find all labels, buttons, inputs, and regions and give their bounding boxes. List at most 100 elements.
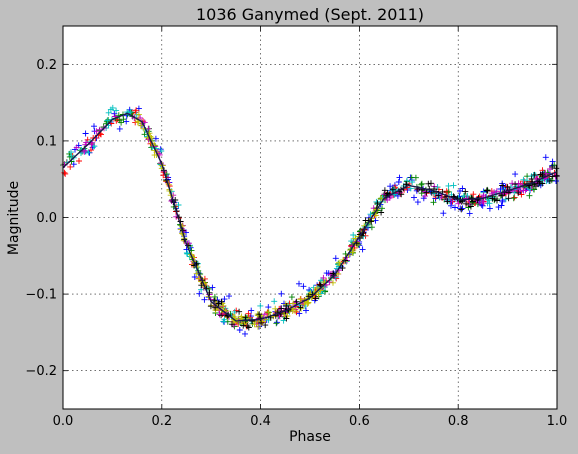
data-point — [68, 152, 75, 159]
data-point — [423, 189, 430, 196]
data-point — [265, 309, 272, 315]
data-point — [378, 209, 385, 216]
data-point — [242, 314, 249, 321]
data-point — [368, 224, 375, 231]
data-point — [389, 187, 395, 194]
x-tick-label: 0.4 — [250, 414, 271, 429]
x-tick-label: 0.0 — [53, 414, 74, 429]
data-point — [484, 187, 491, 194]
data-point — [323, 270, 330, 277]
data-point — [226, 293, 232, 300]
data-point — [229, 321, 235, 328]
data-point — [445, 182, 452, 189]
y-tick-label: −0.2 — [25, 364, 57, 379]
data-point — [531, 171, 538, 178]
data-point — [249, 318, 256, 324]
data-point — [81, 148, 88, 155]
y-tick-label: 0.2 — [36, 58, 57, 73]
data-point — [209, 284, 216, 291]
data-point — [489, 195, 496, 202]
data-point — [240, 322, 247, 329]
data-point — [259, 318, 266, 325]
data-point — [98, 131, 104, 138]
data-point — [374, 200, 381, 207]
data-point — [474, 197, 481, 203]
data-point — [339, 265, 346, 271]
y-tick-label: −0.1 — [25, 288, 57, 303]
data-point — [462, 188, 469, 195]
data-point — [425, 180, 432, 187]
data-point — [236, 327, 243, 333]
y-axis-title: Magnitude — [6, 181, 22, 255]
data-point — [196, 290, 203, 297]
data-point — [509, 180, 516, 187]
data-point — [313, 285, 320, 291]
data-point — [510, 195, 517, 202]
data-point — [312, 295, 319, 302]
x-tick-label: 0.2 — [151, 414, 172, 429]
data-point — [444, 198, 451, 205]
data-point — [293, 298, 300, 305]
data-point — [480, 192, 487, 199]
data-point — [512, 171, 519, 178]
data-point — [409, 179, 416, 185]
data-point — [274, 319, 280, 326]
data-point — [109, 104, 116, 111]
data-point — [137, 122, 144, 129]
data-point — [91, 123, 97, 130]
data-point — [455, 200, 462, 207]
data-point — [381, 187, 388, 194]
data-point — [198, 282, 205, 289]
data-point — [76, 158, 82, 164]
data-point — [297, 304, 304, 311]
data-point — [494, 197, 500, 204]
data-point — [61, 169, 68, 176]
data-point — [261, 311, 268, 318]
data-point — [542, 154, 549, 161]
data-point — [273, 320, 280, 327]
y-tick-label: 0.1 — [36, 134, 57, 149]
data-point — [297, 296, 304, 303]
data-point — [395, 179, 402, 185]
data-point — [549, 163, 556, 170]
data-point — [317, 281, 323, 288]
fit-curve — [62, 112, 558, 322]
data-point — [301, 301, 308, 308]
data-point — [327, 271, 334, 278]
data-point — [470, 191, 477, 198]
data-point — [546, 178, 553, 184]
data-point — [83, 139, 90, 146]
data-point — [183, 250, 190, 256]
data-point — [245, 310, 252, 317]
data-point — [418, 180, 425, 187]
data-point — [258, 320, 265, 326]
data-point — [466, 210, 473, 217]
data-point — [296, 310, 303, 317]
data-point — [348, 238, 355, 245]
data-point — [135, 111, 142, 118]
data-point — [124, 109, 131, 116]
data-point — [499, 197, 506, 204]
data-point — [220, 318, 227, 325]
data-point — [445, 188, 452, 195]
grid — [63, 26, 557, 409]
data-point — [300, 283, 307, 290]
data-point — [450, 182, 457, 189]
data-point — [271, 298, 278, 305]
data-point — [104, 117, 111, 124]
data-point — [298, 305, 305, 312]
data-point — [120, 116, 127, 123]
data-point — [396, 174, 403, 181]
data-point — [233, 307, 240, 314]
data-point — [452, 204, 458, 211]
data-point — [220, 302, 227, 309]
data-point — [440, 210, 447, 217]
data-point — [381, 191, 388, 198]
data-point — [428, 180, 434, 187]
data-point — [288, 294, 295, 301]
data-point — [502, 196, 509, 203]
data-point — [303, 307, 309, 314]
data-point — [66, 153, 73, 160]
data-point — [245, 324, 252, 331]
